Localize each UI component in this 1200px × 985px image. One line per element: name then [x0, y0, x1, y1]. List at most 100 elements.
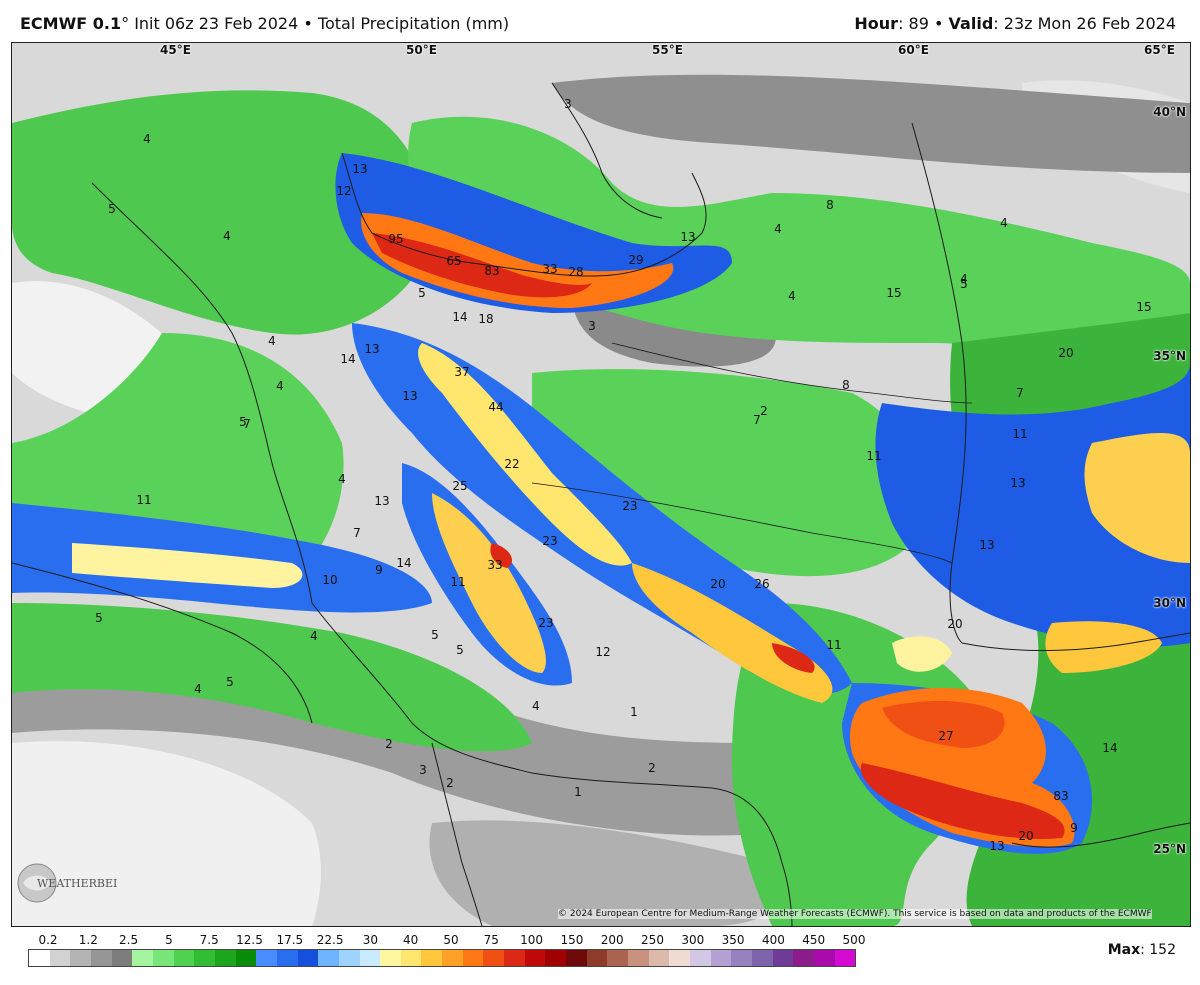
legend-swatch: [152, 950, 174, 966]
precip-value-label: 4: [1000, 216, 1008, 230]
legend-tick-label: 200: [600, 933, 624, 947]
lat-label-40: 40°N: [1153, 105, 1186, 119]
precip-value-label: 9: [375, 563, 383, 577]
precip-value-label: 1: [574, 785, 582, 799]
precip-value-label: 13: [364, 342, 379, 356]
precip-value-label: 44: [488, 400, 503, 414]
max-value: : 152: [1140, 942, 1176, 958]
legend-swatch: [276, 950, 298, 966]
legend-tick-label: 30: [362, 933, 379, 947]
separator-bullet: •: [303, 14, 313, 33]
precip-value-label: 10: [322, 573, 337, 587]
legend-swatch: [793, 950, 814, 966]
precip-value-label: 15: [886, 286, 901, 300]
precip-value-label: 4: [788, 289, 796, 303]
legend-swatch: [834, 950, 856, 966]
legend-swatch: [772, 950, 794, 966]
precip-value-label: 23: [542, 534, 557, 548]
precip-value-label: 2: [760, 404, 768, 418]
precip-value-label: 4: [774, 222, 782, 236]
legend-swatch: [318, 950, 339, 966]
precip-value-label: 5: [418, 286, 426, 300]
legend-swatch: [29, 950, 50, 966]
valid-value: : 23z Mon 26 Feb 2024: [993, 14, 1176, 33]
legend-swatch: [524, 950, 546, 966]
precip-value-label: 18: [478, 312, 493, 326]
separator-bullet-2: •: [934, 14, 944, 33]
logo-text: WEATHERBELL: [37, 877, 117, 890]
lon-label-45: 45°E: [160, 43, 191, 57]
legend-swatch: [462, 950, 484, 966]
legend-tick-label: 400: [761, 933, 785, 947]
legend-swatch: [607, 950, 629, 966]
precip-value-label: 20: [1018, 829, 1033, 843]
legend-swatch: [566, 950, 587, 966]
precip-value-label: 8: [826, 198, 834, 212]
legend-tick-label: 0.2: [38, 933, 58, 947]
legend-swatch: [214, 950, 236, 966]
precip-value-label: 3: [419, 763, 427, 777]
precip-value-label: 13: [989, 839, 1004, 853]
legend-tick-label: 40: [403, 933, 419, 947]
model-name: ECMWF 0.1: [20, 14, 122, 33]
precip-value-label: 14: [396, 556, 411, 570]
product-name: Total Precipitation (mm): [317, 14, 510, 33]
precip-value-label: 33: [487, 558, 502, 572]
legend-tick-label: 7.5: [199, 933, 219, 947]
legend-swatch: [380, 950, 401, 966]
legend-swatch: [421, 950, 443, 966]
legend-tick-label: 50: [443, 933, 459, 947]
precip-value-label: 28: [568, 265, 583, 279]
precip-value-label: 5: [431, 628, 439, 642]
precip-value-label: 7: [243, 417, 251, 431]
legend-swatch: [256, 950, 277, 966]
lat-label-25: 25°N: [1153, 842, 1186, 856]
precip-value-label: 20: [710, 577, 725, 591]
legend-swatch: [297, 950, 319, 966]
legend-swatch: [400, 950, 422, 966]
precip-value-label: 13: [979, 538, 994, 552]
legend-swatch: [690, 950, 711, 966]
legend-tick-label: 250: [641, 933, 664, 947]
precip-value-label: 65: [446, 254, 461, 268]
hour-label: Hour: [854, 14, 899, 33]
precip-value-label: 4: [276, 379, 284, 393]
precip-value-label: 11: [136, 493, 151, 507]
map-header: ECMWF 0.1° Init 06z 23 Feb 2024 • Total …: [0, 0, 1200, 40]
precip-value-label: 4: [310, 629, 318, 643]
precip-value-label: 27: [938, 729, 953, 743]
precip-value-label: 25: [452, 479, 467, 493]
precip-value-label: 13: [352, 162, 367, 176]
max-readout: Max: 152: [1108, 942, 1176, 958]
precip-value-label: 7: [753, 413, 761, 427]
legend-tick-label: 75: [483, 933, 499, 947]
lon-label-60: 60°E: [898, 43, 929, 57]
legend-swatch: [731, 950, 752, 966]
precip-legend: 0.2 1.2 2.5 5 7.5 12.5 17.5 22.5 30 40 50 75 100 150 2…: [28, 933, 865, 973]
precip-value-label: 95: [388, 232, 403, 246]
legend-swatch: [359, 950, 381, 966]
precip-value-label: 7: [1016, 386, 1024, 400]
precip-value-label: 83: [1053, 789, 1068, 803]
precip-value-label: 3: [588, 319, 596, 333]
legend-tick-label: 450: [802, 933, 826, 947]
legend-colorbar: [28, 949, 856, 967]
weatherbell-logo: WEATHERBELL: [17, 863, 117, 903]
legend-swatch: [235, 950, 257, 966]
copyright-notice: © 2024 European Centre for Medium-Range …: [558, 909, 1152, 919]
precip-value-label: 14: [1102, 741, 1117, 755]
legend-swatch: [132, 950, 153, 966]
precip-value-label: 13: [402, 389, 417, 403]
legend-swatch: [442, 950, 463, 966]
precip-value-label: 11: [866, 449, 881, 463]
precip-value-label: 4: [194, 682, 202, 696]
precip-value-label: 37: [454, 365, 469, 379]
lon-label-55: 55°E: [652, 43, 683, 57]
precip-value-label: 29: [628, 253, 643, 267]
precip-value-label: 2: [385, 737, 393, 751]
legend-tick-label: 500: [842, 933, 866, 947]
precip-value-label: 2: [446, 776, 454, 790]
precipitation-map[interactable]: 4 5 4 13 12 13 95 65 83 33 28 29 13 8 4 4 3 3 4 4 5 14 18 4 4 14 1…: [11, 42, 1191, 927]
